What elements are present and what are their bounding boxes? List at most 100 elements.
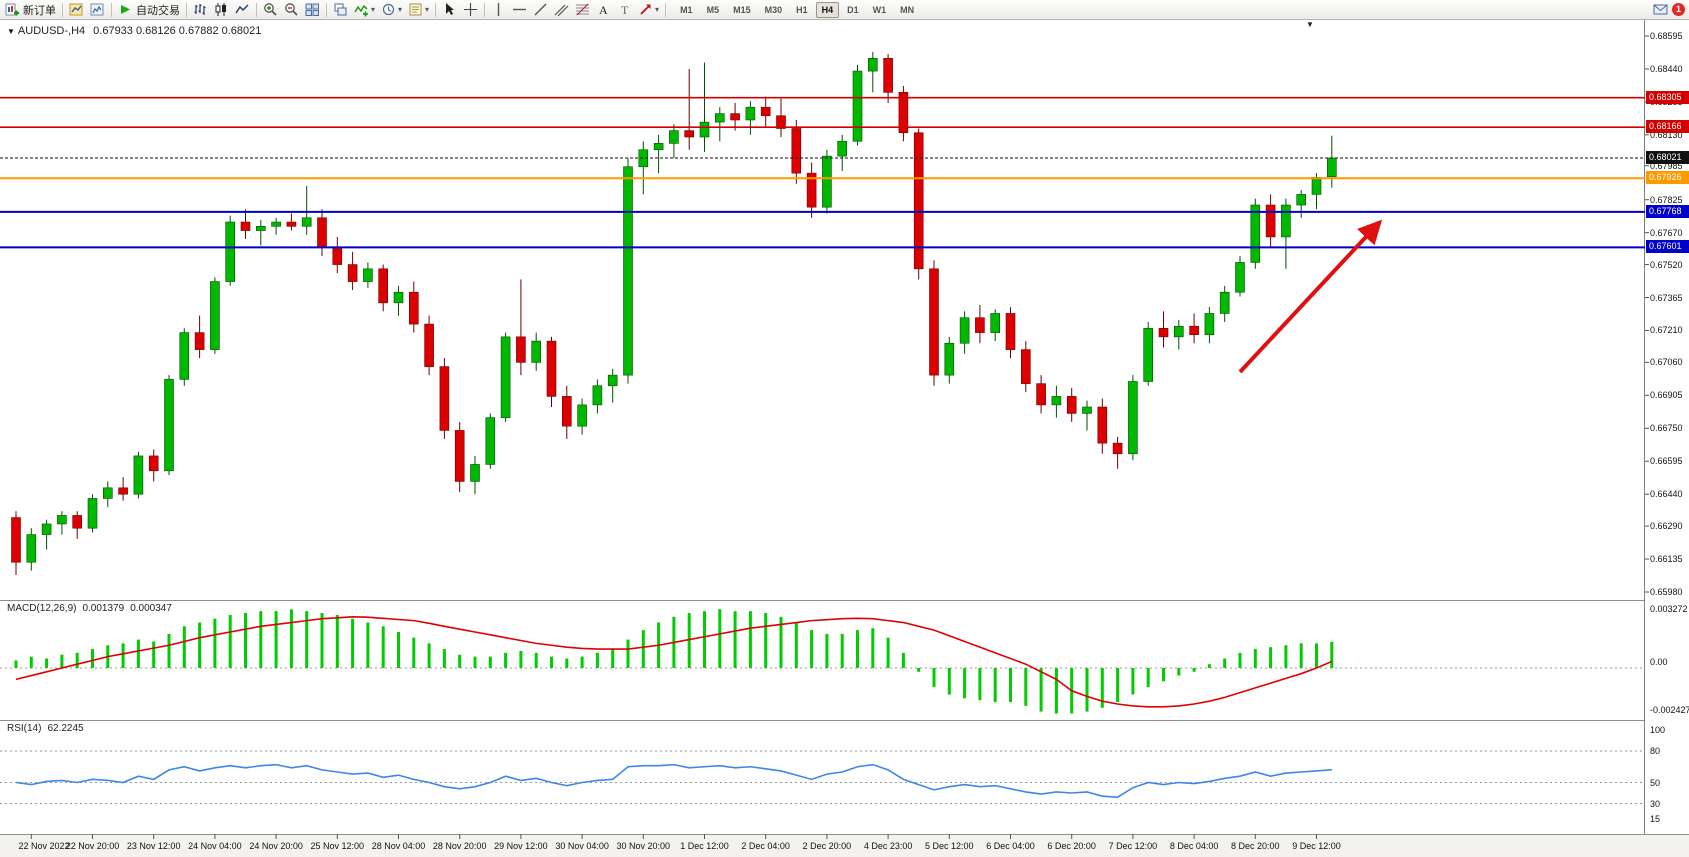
notification-badge[interactable]: 1 [1672,3,1685,16]
time-axis-label: 5 Dec 12:00 [925,841,974,851]
indicators-button[interactable]: ▾ [351,1,378,19]
time-axis-label: 6 Dec 20:00 [1047,841,1096,851]
macd-indicator-label: MACD(12,26,9) 0.001379 0.000347 [7,603,178,614]
timeframe-button-w1[interactable]: W1 [872,4,887,15]
fibonacci-tool-button[interactable] [572,1,593,19]
timeframe-button-m15[interactable]: M15 [733,4,751,15]
macd-signal-value: 0.000347 [130,603,172,614]
tick-chart-icon [90,2,105,17]
vertical-line-icon [491,2,506,17]
tick-chart-button[interactable] [87,1,108,19]
rsi-axis-label: 80 [1650,746,1661,756]
arrange-windows-button[interactable] [330,1,351,19]
separator [256,2,257,17]
periods-icon [381,2,396,17]
price-axis-label: 0.67985 [1650,160,1683,171]
price-axis-label: 0.68130 [1650,129,1683,140]
chart-menu-icon[interactable]: ▼ [7,27,15,36]
crosshair-tool-button[interactable] [460,1,481,19]
new-chart-button[interactable] [66,1,87,19]
price-axis-label: 0.67520 [1650,259,1683,270]
time-axis-label: 8 Dec 04:00 [1169,841,1219,851]
price-axis-label: 0.68595 [1650,31,1683,41]
price-axis-label: 0.68440 [1650,63,1683,74]
time-axis-label: 2 Dec 04:00 [741,841,790,851]
separator [326,2,327,17]
price-axis-label: 0.66750 [1650,423,1683,434]
zoom-in-button[interactable] [260,1,281,19]
candlestick-chart-button[interactable] [211,1,232,19]
tile-windows-button[interactable] [302,1,323,19]
new-chart-icon [69,2,84,17]
price-axis-label: 0.66440 [1650,489,1683,500]
price-tag: 0.67768 [1646,204,1689,218]
timeframe-button-h4[interactable]: H4 [815,1,840,18]
rsi-indicator-label: RSI(14) 62.2245 [7,723,90,734]
cursor-tool-button[interactable] [439,1,460,19]
templates-button[interactable]: ▾ [405,1,432,19]
channel-tool-button[interactable] [551,1,572,19]
candlestick-chart-icon [214,2,229,17]
time-axis[interactable]: 22 Nov 2022 22 Nov 20:00 23 Nov 12:00 24 No… [0,834,1689,857]
price-tag: 0.68305 [1646,90,1689,104]
price-axis[interactable]: 0.685950.684400.682850.681300.679850.678… [1646,0,1689,857]
time-axis-label: 28 Nov 04:00 [371,841,426,851]
horizontal-line-tool-button[interactable] [509,1,530,19]
timeframe-button-d1[interactable]: D1 [847,4,859,15]
bar-chart-button[interactable] [190,1,211,19]
price-axis-label: 0.66290 [1650,521,1683,532]
price-axis-label: 0.65980 [1650,587,1683,597]
price-tag: 0.68166 [1646,120,1689,134]
time-axis-label: 22 Nov 2022 [18,841,70,851]
label-tool-button[interactable]: T [614,1,635,19]
price-axis-label: 0.66135 [1650,554,1683,565]
macd-panel[interactable] [0,600,1645,720]
macd-axis-label: 0.00 [1650,657,1668,667]
time-axis-background [0,834,1689,857]
timeframe-button-m30[interactable]: M30 [764,4,783,15]
time-axis-label: 1 Dec 12:00 [680,841,729,851]
time-axis-label: 30 Nov 20:00 [616,841,671,851]
zoom-out-button[interactable] [281,1,302,19]
rsi-value: 62.2245 [47,723,84,734]
timeframe-button-h1[interactable]: H1 [796,4,808,15]
main-chart-panel[interactable] [0,20,1645,600]
time-axis-label: 4 Dec 23:00 [863,841,913,851]
price-tag: 0.67601 [1646,240,1689,254]
macd-main-value: 0.001379 [82,603,125,614]
time-axis-label: 25 Nov 12:00 [310,841,365,851]
price-axis-label: 0.66905 [1650,390,1683,401]
new-order-button[interactable]: 新订单 [2,1,59,19]
timeframe-button-mn[interactable]: MN [900,4,915,15]
separator [435,2,437,17]
price-axis-label: 0.67670 [1650,227,1683,238]
time-axis-label: 24 Nov 20:00 [249,841,303,851]
text-tool-button[interactable]: A [593,1,614,19]
price-tag: 0.68021 [1646,151,1689,165]
svg-text:T: T [621,3,629,17]
rsi-name: RSI(14) [7,723,42,734]
periods-button[interactable]: ▾ [378,1,405,19]
chart-shift-marker: ▼ [1306,20,1314,29]
autotrading-icon [118,2,133,17]
new-order-icon [5,2,20,17]
timeframe-button-m1[interactable]: M1 [680,4,693,15]
timeframe-button-m5[interactable]: M5 [706,4,720,15]
trendline-tool-button[interactable] [530,1,551,19]
chart-title: ▼ AUDUSD-,H4 0.67933 0.68126 0.67882 0.680… [7,25,261,37]
mail-icon[interactable] [1653,2,1668,17]
horizontal-line-icon [512,2,527,17]
label-icon: T [617,2,632,17]
vertical-line-tool-button[interactable] [488,1,509,19]
rsi-panel[interactable] [0,720,1645,834]
indicators-icon [354,2,369,17]
macd-axis-label: 0.003272 [1650,604,1688,614]
zoom-out-icon [284,2,299,17]
line-chart-button[interactable] [232,1,253,19]
price-axis-label: 0.67365 [1650,292,1683,303]
arrow-tool-button[interactable]: ▾ [635,1,662,19]
autotrading-button[interactable]: 自动交易 [115,1,183,19]
macd-axis-label: -0.002427 [1650,705,1689,715]
price-axis-label: 0.67825 [1650,194,1683,205]
time-axis-label: 6 Dec 04:00 [986,841,1035,851]
